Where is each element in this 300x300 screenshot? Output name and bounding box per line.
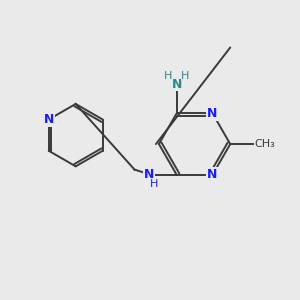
Text: H: H: [181, 71, 189, 81]
Text: N: N: [144, 168, 154, 182]
Text: N: N: [172, 77, 182, 91]
Text: N: N: [207, 107, 218, 120]
Text: N: N: [207, 168, 218, 182]
Text: H: H: [150, 179, 159, 189]
Text: CH₃: CH₃: [254, 139, 275, 149]
Text: N: N: [44, 113, 54, 126]
Text: H: H: [164, 71, 172, 81]
